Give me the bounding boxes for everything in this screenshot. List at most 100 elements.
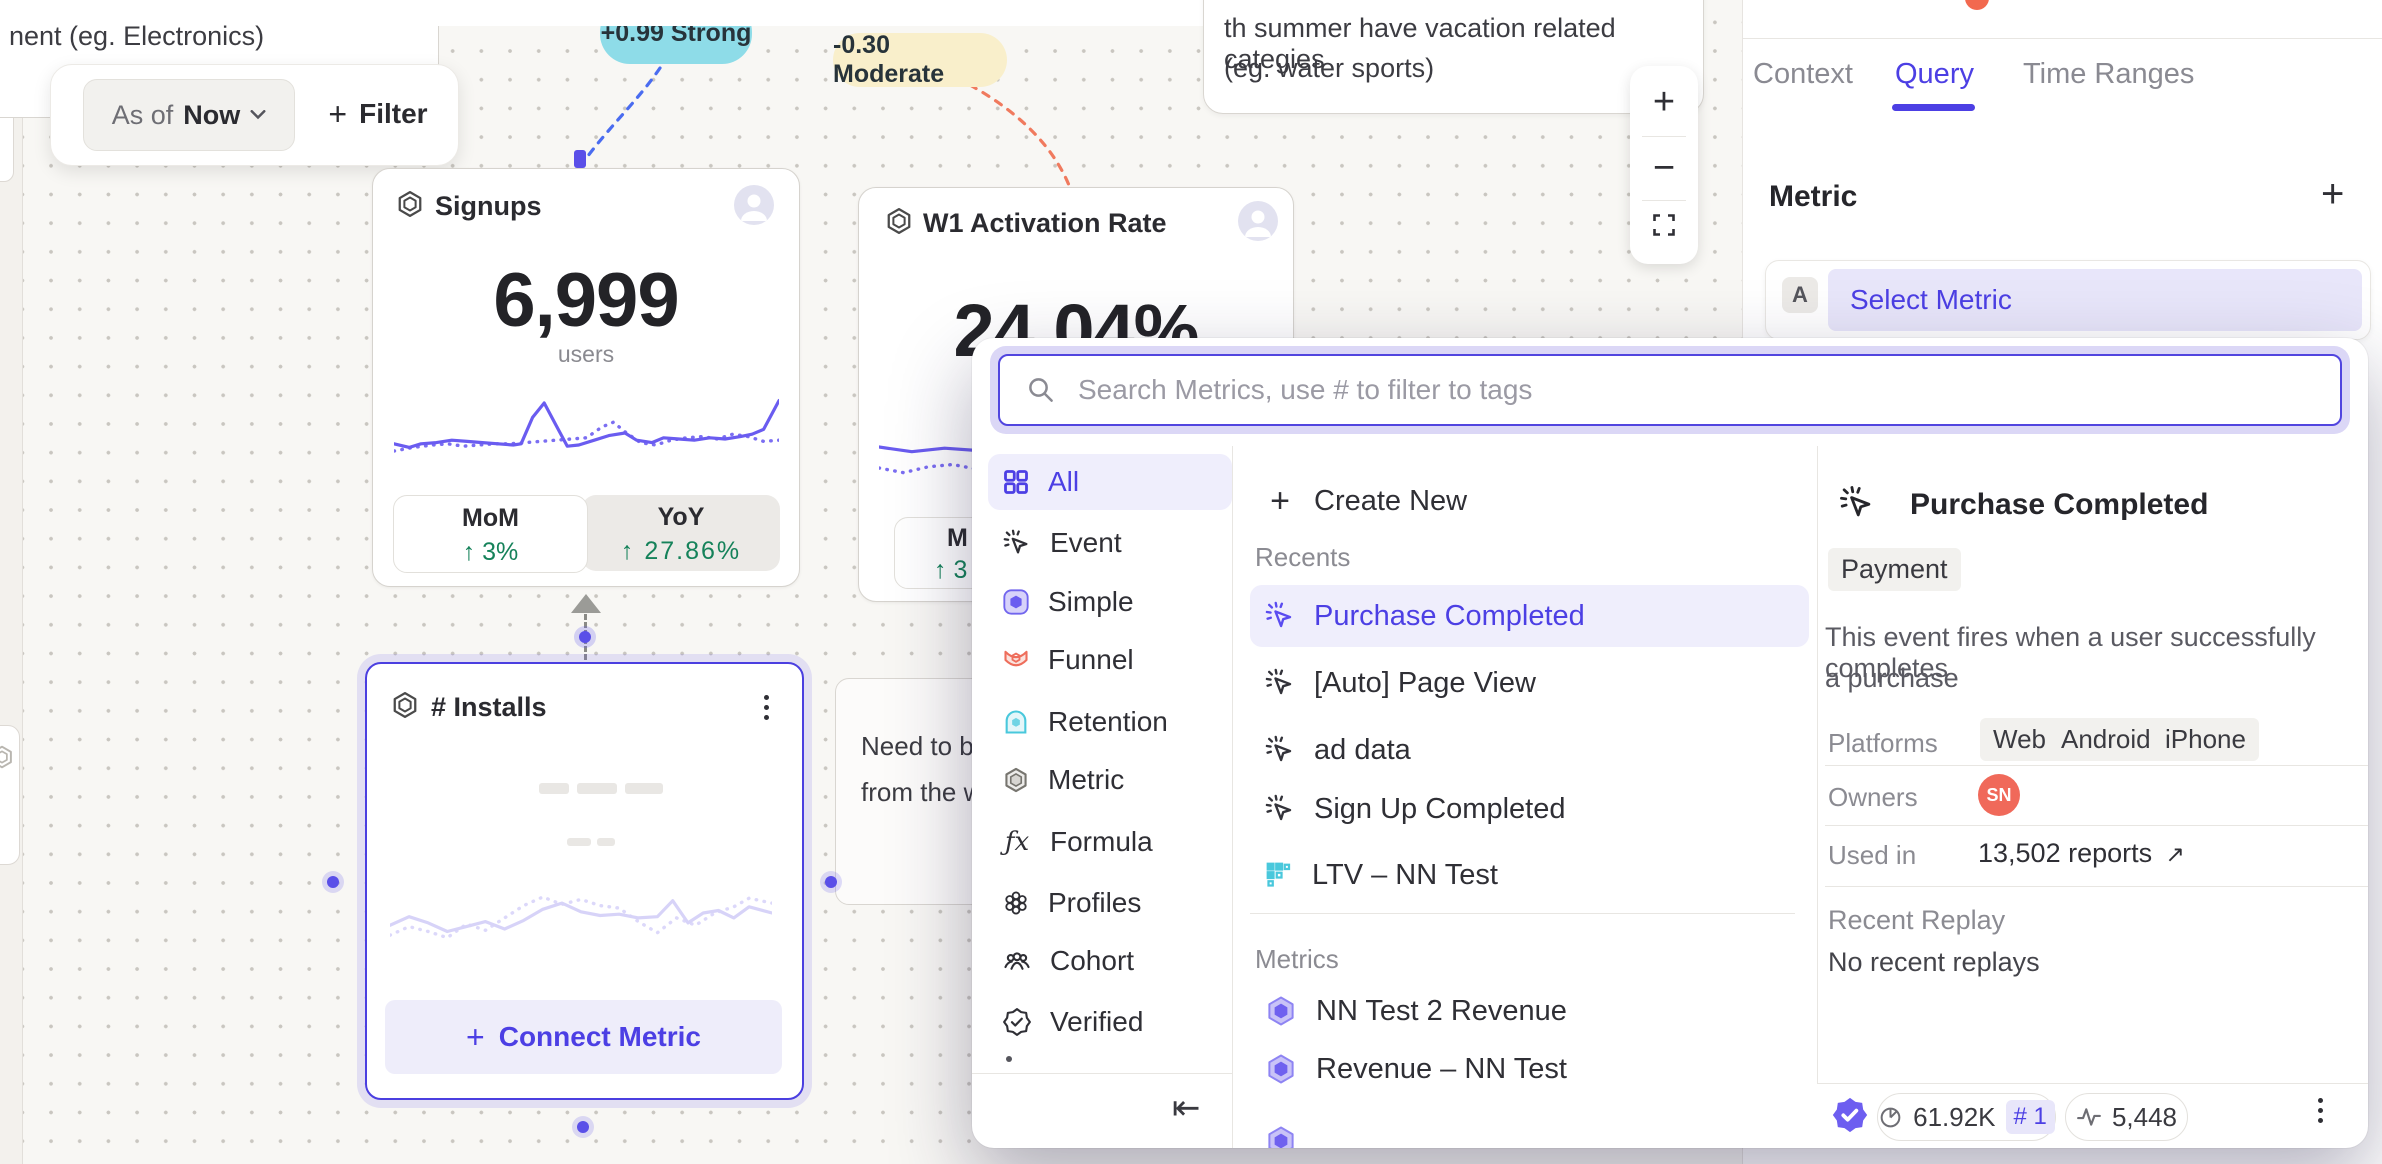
divider bbox=[1642, 136, 1686, 137]
pie-chart-icon bbox=[1880, 1107, 1901, 1127]
zoom-out-button[interactable]: − bbox=[1652, 146, 1676, 189]
retention-icon bbox=[1005, 710, 1027, 734]
list-item-revenue-nn-test[interactable]: Revenue – NN Test bbox=[1250, 1038, 1809, 1100]
metric-hexagon-icon bbox=[1268, 996, 1294, 1026]
kebab-menu-icon[interactable] bbox=[759, 690, 773, 736]
category-formula[interactable]: ƒx Formula bbox=[988, 814, 1232, 870]
category-profiles[interactable]: Profiles bbox=[988, 875, 1232, 931]
create-new-button[interactable]: + Create New bbox=[1250, 470, 1809, 532]
owner-avatar[interactable]: SN bbox=[1978, 774, 2020, 816]
yoy-toggle[interactable]: YoY ↑ 27.86% bbox=[582, 495, 780, 571]
list-item-label: ad data bbox=[1314, 733, 1411, 766]
category-label: All bbox=[1048, 466, 1080, 497]
event-spark-icon bbox=[1265, 794, 1292, 821]
yoy-label: YoY bbox=[657, 503, 705, 531]
category-label: Funnel bbox=[1048, 644, 1134, 675]
events-count-pill[interactable]: 5,448 bbox=[2065, 1093, 2188, 1141]
platforms-label: Platforms bbox=[1828, 728, 1938, 758]
category-label: Retention bbox=[1048, 706, 1168, 737]
anchor-dot-right[interactable] bbox=[825, 876, 837, 888]
category-metric[interactable]: Metric bbox=[988, 752, 1232, 808]
search-input[interactable] bbox=[1076, 373, 2340, 407]
connector-arrow bbox=[571, 594, 601, 613]
category-verified[interactable]: Verified bbox=[988, 994, 1232, 1050]
detail-tag[interactable]: Payment bbox=[1828, 548, 1961, 591]
activity-pulse-icon bbox=[2077, 1108, 2101, 1126]
anchor-dot-left[interactable] bbox=[327, 876, 339, 888]
lexicon-count-pill[interactable]: 61.92K # 1 bbox=[1877, 1093, 2056, 1141]
metric-key-badge: A bbox=[1782, 277, 1818, 313]
tab-time-ranges[interactable]: Time Ranges bbox=[2023, 58, 2195, 90]
badge-moderate-text: -0.30 Moderate bbox=[833, 31, 945, 88]
list-item-ad-data[interactable]: ad data bbox=[1250, 719, 1809, 781]
list-item-nn-test-2-revenue[interactable]: NN Test 2 Revenue bbox=[1250, 980, 1809, 1042]
divider bbox=[972, 1073, 1232, 1074]
chevron-down-icon bbox=[250, 110, 266, 120]
card-title: Signups bbox=[435, 191, 542, 221]
event-spark-icon bbox=[1265, 601, 1292, 628]
correlation-line-red bbox=[968, 83, 1074, 195]
metric-hexagon-icon bbox=[398, 191, 422, 217]
used-in-label: Used in bbox=[1828, 840, 1917, 870]
connector-dot[interactable] bbox=[579, 631, 591, 643]
mom-delta: ↑ 3 bbox=[934, 556, 968, 584]
list-item-purchase-completed[interactable]: Purchase Completed bbox=[1250, 585, 1809, 647]
select-metric-row[interactable]: Select Metric bbox=[1828, 269, 2362, 331]
yoy-delta: ↑ 27.86% bbox=[620, 537, 742, 565]
as-of-dropdown[interactable]: As of Now bbox=[83, 79, 295, 151]
detail-title: Purchase Completed bbox=[1910, 488, 2209, 521]
anchor-dot-bottom[interactable] bbox=[577, 1121, 589, 1133]
card-signups[interactable]: Signups 6,999 users MoM ↑ 3% YoY ↑ 27.86… bbox=[372, 168, 800, 587]
list-item-label: Sign Up Completed bbox=[1314, 792, 1566, 825]
category-funnel[interactable]: Funnel bbox=[988, 632, 1232, 688]
filter-button[interactable]: + Filter bbox=[313, 79, 443, 149]
funnel-icon bbox=[1004, 650, 1028, 667]
recents-section-label: Recents bbox=[1255, 542, 1351, 572]
category-all[interactable]: All bbox=[988, 454, 1232, 510]
tab-query[interactable]: Query bbox=[1895, 58, 1974, 90]
list-item-label: [Auto] Page View bbox=[1314, 666, 1536, 699]
note-band-2 bbox=[437, 0, 1203, 26]
category-label: Verified bbox=[1050, 1006, 1144, 1037]
metric-hexagon-icon bbox=[887, 208, 911, 234]
correlation-badge-moderate[interactable]: -0.30 Moderate bbox=[833, 31, 1007, 88]
skeleton-bar bbox=[577, 783, 617, 794]
simple-metric-icon bbox=[1003, 589, 1029, 615]
connect-metric-button[interactable]: + Connect Metric bbox=[385, 1000, 782, 1074]
used-in-link[interactable]: 13,502 reports ↗ bbox=[1978, 838, 2185, 869]
category-retention[interactable]: Retention bbox=[988, 694, 1232, 750]
metric-picker-modal: All Event Simple Funnel Retention Metric… bbox=[972, 338, 2368, 1148]
tab-active-underline bbox=[1892, 104, 1975, 111]
plus-icon: + bbox=[1270, 481, 1290, 520]
recent-replay-empty: No recent replays bbox=[1828, 947, 2040, 977]
zoom-controls: + − bbox=[1630, 66, 1698, 264]
metric-hexagon-icon bbox=[1005, 767, 1027, 793]
note-summer[interactable]: th summer have vacation related categies… bbox=[1203, 0, 1704, 114]
category-event[interactable]: Event bbox=[988, 515, 1232, 571]
add-metric-button[interactable]: + bbox=[2321, 172, 2345, 216]
list-item-ltv-nn-test[interactable]: LTV – NN Test bbox=[1250, 844, 1809, 906]
collapse-panel-icon[interactable]: ⇤ bbox=[1172, 1089, 1201, 1127]
used-in-value: 13,502 reports bbox=[1978, 838, 2153, 868]
list-item-auto-page-view[interactable]: [Auto] Page View bbox=[1250, 652, 1809, 714]
event-spark-icon bbox=[1265, 735, 1292, 762]
category-cohort[interactable]: Cohort bbox=[988, 933, 1232, 989]
partial-item-dot bbox=[1006, 1056, 1012, 1062]
tab-context[interactable]: Context bbox=[1753, 58, 1853, 90]
verified-badge-icon[interactable] bbox=[1830, 1095, 1870, 1135]
mom-toggle[interactable]: MoM ↑ 3% bbox=[393, 495, 588, 573]
filter-label: Filter bbox=[359, 98, 428, 129]
skeleton-bar bbox=[539, 783, 569, 794]
kebab-menu-icon[interactable] bbox=[2313, 1093, 2327, 1139]
category-label: Cohort bbox=[1050, 945, 1135, 976]
mom-delta: ↑ 3% bbox=[462, 538, 519, 566]
search-field[interactable] bbox=[998, 354, 2342, 426]
zoom-in-button[interactable]: + bbox=[1652, 80, 1676, 123]
list-item-sign-up-completed[interactable]: Sign Up Completed bbox=[1250, 778, 1809, 840]
card-installs[interactable]: # Installs + Connect Metric bbox=[365, 662, 804, 1100]
category-simple[interactable]: Simple bbox=[988, 574, 1232, 630]
events-value: 5,448 bbox=[2111, 1101, 2178, 1132]
category-label: Formula bbox=[1050, 826, 1153, 857]
plus-icon: + bbox=[328, 95, 348, 132]
fullscreen-icon[interactable] bbox=[1653, 214, 1675, 236]
